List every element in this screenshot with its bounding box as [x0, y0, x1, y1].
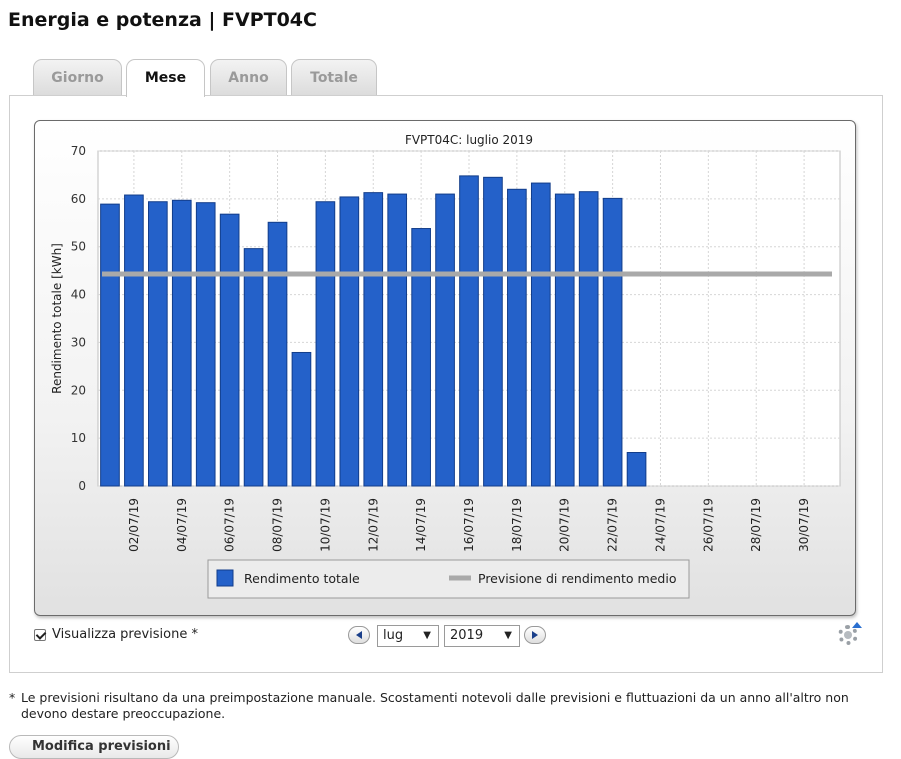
x-tick-label: 04/07/19 [175, 498, 189, 552]
settings-gear-icon[interactable] [838, 625, 858, 645]
x-tick-label: 02/07/19 [127, 498, 141, 552]
chart-title: FVPT04C: luglio 2019 [405, 133, 533, 147]
bar [483, 176, 503, 487]
edit-forecast-button[interactable]: Modifica previsioni [9, 735, 179, 759]
bar [291, 351, 312, 487]
bar [243, 248, 264, 487]
y-tick-label: 30 [71, 335, 86, 349]
tab-giorno[interactable]: Giorno [33, 59, 122, 95]
bar [148, 201, 168, 487]
x-tick-label: 24/07/19 [653, 498, 667, 552]
y-tick-label: 50 [71, 240, 86, 254]
tab-mese[interactable]: Mese [126, 59, 205, 97]
y-tick-label: 70 [71, 144, 86, 158]
bar [339, 196, 360, 487]
legend-swatch-bar [216, 569, 234, 587]
y-tick-label: 20 [71, 383, 86, 397]
legend-label-bar: Rendimento totale [244, 571, 360, 586]
x-tick-label: 26/07/19 [701, 498, 715, 552]
footnote-text: Le previsioni risultano da una preimpost… [21, 690, 849, 721]
month-select-value: lug [383, 628, 404, 643]
bar [530, 182, 551, 487]
bar [626, 452, 647, 487]
legend-label-line: Previsione di rendimento medio [478, 571, 676, 586]
next-month-button[interactable] [524, 626, 546, 644]
show-forecast-toggle[interactable]: Visualizza previsione * [34, 627, 198, 642]
month-select[interactable]: lug ▼ [377, 625, 439, 647]
bar [387, 193, 408, 487]
chevron-down-icon: ▼ [504, 630, 512, 641]
bar [459, 175, 479, 487]
bar [195, 202, 216, 487]
x-tick-label: 18/07/19 [510, 498, 524, 552]
forecast-footnote: * Le previsioni risultano da una preimpo… [9, 690, 884, 722]
x-tick-label: 30/07/19 [797, 498, 811, 552]
show-forecast-checkbox[interactable] [34, 628, 46, 641]
expand-arrow-icon [852, 622, 862, 628]
x-tick-label: 22/07/19 [606, 498, 620, 552]
bar [602, 197, 623, 487]
bar [363, 192, 384, 487]
x-tick-label: 16/07/19 [462, 498, 476, 552]
y-tick-label: 0 [78, 479, 86, 493]
bar [267, 221, 288, 487]
bar [315, 201, 336, 487]
chart-legend: Rendimento totale Previsione di rendiment… [207, 559, 690, 599]
bar [411, 228, 431, 487]
energy-chart: 0 10 20 30 40 50 60 70 FVPT04C: luglio 2019 Rendi… [50, 133, 841, 599]
year-select-value: 2019 [450, 628, 484, 643]
bar [171, 199, 192, 487]
x-tick-label: 08/07/19 [271, 498, 285, 552]
page-title: Energia e potenza | FVPT04C [8, 9, 317, 31]
arrow-left-icon [356, 631, 362, 639]
x-tick-label: 20/07/19 [558, 498, 572, 552]
arrow-right-icon [532, 631, 538, 639]
tab-anno[interactable]: Anno [210, 59, 287, 95]
bar [100, 203, 120, 487]
chevron-down-icon: ▼ [423, 630, 431, 641]
y-axis-label: Rendimento totale [kWh] [50, 243, 64, 394]
chart-controls: Visualizza previsione * lug ▼ 2019 ▼ [34, 622, 864, 647]
previous-month-button[interactable] [348, 626, 370, 644]
x-tick-label: 12/07/19 [366, 498, 380, 552]
y-tick-label: 60 [71, 192, 86, 206]
legend-box [207, 559, 690, 599]
x-tick-label: 10/07/19 [318, 498, 332, 552]
y-tick-label: 40 [71, 288, 86, 302]
x-tick-label: 06/07/19 [223, 498, 237, 552]
y-tick-label: 10 [71, 431, 86, 445]
bar [554, 193, 575, 487]
bar [124, 194, 144, 487]
bar [435, 193, 455, 487]
x-tick-label: 28/07/19 [749, 498, 763, 552]
bar [507, 188, 527, 487]
tab-totale[interactable]: Totale [291, 59, 377, 95]
chart-container: 0 10 20 30 40 50 60 70 FVPT04C: luglio 2019 Rendi… [34, 120, 856, 616]
show-forecast-label: Visualizza previsione * [52, 627, 198, 642]
bar [219, 213, 240, 487]
footnote-star: * [9, 690, 16, 705]
x-tick-label: 14/07/19 [414, 498, 428, 552]
bar [578, 191, 599, 487]
year-select[interactable]: 2019 ▼ [444, 625, 520, 647]
